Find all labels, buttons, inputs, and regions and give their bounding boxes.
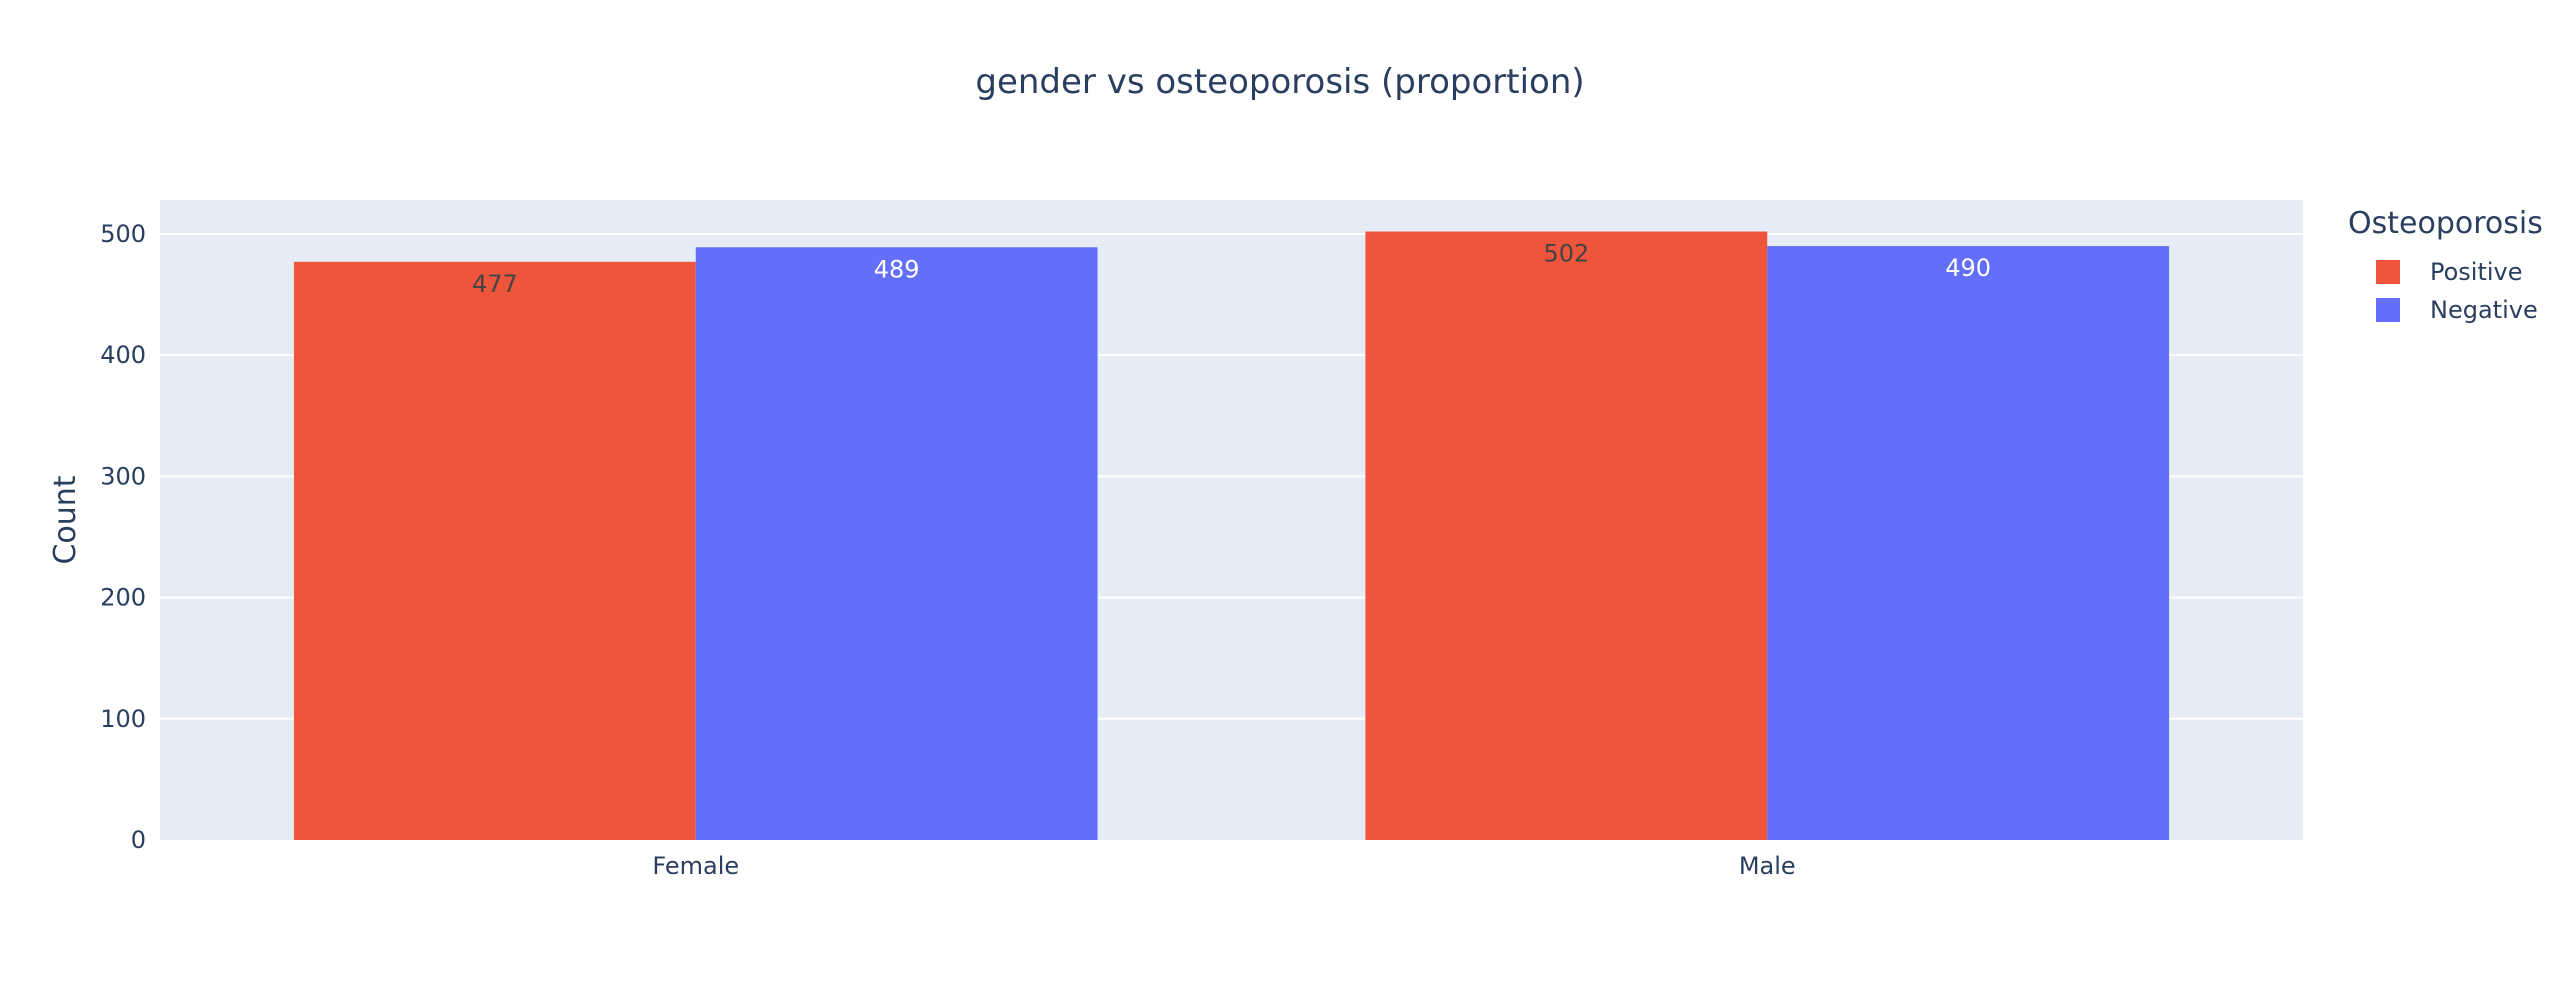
y-tick-label: 500 bbox=[100, 220, 146, 248]
bar-negative-male[interactable] bbox=[1767, 246, 2170, 840]
legend[interactable]: Osteoporosis Positive Negative bbox=[2348, 206, 2543, 329]
legend-title: Osteoporosis bbox=[2348, 206, 2543, 241]
x-tick-label: Female bbox=[652, 852, 739, 880]
bar-positive-female[interactable] bbox=[293, 261, 696, 840]
y-tick-label: 300 bbox=[100, 462, 146, 490]
y-tick-label: 400 bbox=[100, 341, 146, 369]
y-tick-label: 0 bbox=[131, 826, 146, 854]
data-label: 477 bbox=[472, 270, 518, 298]
bar-positive-male[interactable] bbox=[1365, 231, 1768, 841]
y-tick-label: 100 bbox=[100, 705, 146, 733]
legend-swatch-positive bbox=[2376, 260, 2400, 284]
y-axis-title: Count bbox=[48, 475, 83, 564]
x-tick-label: Male bbox=[1739, 852, 1796, 880]
legend-swatch-negative bbox=[2376, 298, 2400, 322]
label-layer: 477 489 502 490 bbox=[472, 240, 1991, 298]
data-label: 502 bbox=[1543, 240, 1589, 268]
legend-item-positive[interactable]: Positive bbox=[2348, 253, 2543, 291]
bar-layer bbox=[293, 231, 2170, 841]
data-label: 490 bbox=[1945, 254, 1991, 282]
y-tick-label: 200 bbox=[100, 584, 146, 612]
chart-title: gender vs osteoporosis (proportion) bbox=[975, 62, 1585, 102]
legend-label-negative: Negative bbox=[2430, 296, 2538, 324]
data-label: 489 bbox=[874, 255, 920, 283]
bar-negative-female[interactable] bbox=[695, 247, 1098, 841]
axis-layer: 0 100 200 300 400 500 Female Male bbox=[100, 220, 1795, 880]
legend-item-negative[interactable]: Negative bbox=[2348, 291, 2543, 329]
legend-label-positive: Positive bbox=[2430, 258, 2523, 286]
